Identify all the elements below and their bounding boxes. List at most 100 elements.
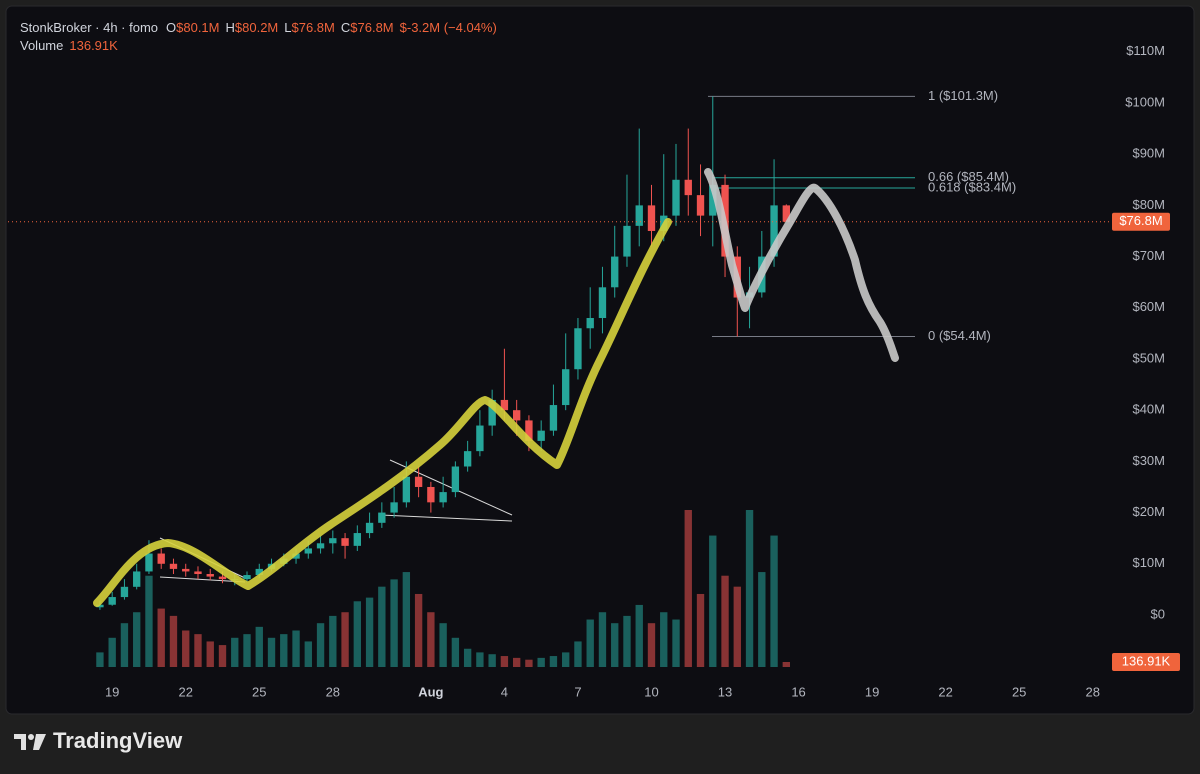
volume-bar — [145, 575, 153, 667]
candle-body — [537, 430, 545, 441]
last-volume-box — [1112, 653, 1180, 671]
symbol: StonkBroker · 4h · fomo — [20, 20, 158, 35]
volume-bar — [329, 615, 337, 667]
candle-body — [304, 548, 312, 554]
candle-body — [647, 205, 656, 231]
x-tick-label: 25 — [1012, 684, 1026, 699]
volume-bar — [108, 637, 116, 667]
ohlc-value: $80.1M — [176, 20, 219, 35]
candle-body — [329, 538, 337, 544]
fib-label: 1 ($101.3M) — [928, 88, 998, 103]
volume-bar — [525, 659, 533, 667]
ohlc-value: $76.8M — [292, 20, 335, 35]
volume-bar — [316, 623, 325, 667]
candle-body — [684, 179, 692, 196]
y-tick-label: $40M — [1132, 402, 1165, 417]
volume-bar — [96, 652, 104, 667]
volume-bar — [427, 612, 435, 667]
freehand-drawing — [93, 218, 672, 607]
volume-bar — [696, 593, 705, 667]
y-tick-label: $50M — [1132, 350, 1165, 365]
y-tick-label: $60M — [1132, 299, 1165, 314]
y-tick-label: $90M — [1132, 146, 1165, 161]
volume-bar — [647, 623, 656, 667]
x-tick-label: Aug — [418, 684, 443, 699]
candle-body — [255, 568, 263, 576]
volume-bar — [512, 657, 521, 667]
last-volume-label: 136.91K — [1122, 653, 1171, 668]
ohlc-key: O — [166, 20, 176, 35]
volume-bar — [770, 535, 778, 667]
volume-bar — [709, 535, 717, 667]
volume-bar — [635, 604, 643, 667]
x-tick-label: 13 — [718, 684, 732, 699]
candle-body — [402, 476, 411, 503]
candle-body — [316, 543, 325, 549]
y-tick-label: $100M — [1125, 94, 1165, 109]
volume-bar — [758, 572, 766, 667]
candle-body — [574, 328, 582, 370]
volume-bar — [267, 637, 276, 667]
freehand-drawing — [704, 168, 899, 362]
trend-line — [379, 514, 513, 522]
y-tick-label: $80M — [1132, 197, 1165, 212]
candle-body — [439, 492, 447, 503]
logo-shape — [28, 734, 34, 740]
footer — [0, 718, 1200, 774]
candle-body — [182, 568, 190, 572]
volume-bar — [611, 623, 619, 667]
volume-bar — [598, 612, 607, 667]
volume-bar — [562, 652, 570, 667]
change: $-3.2M (−4.04%) — [400, 20, 497, 35]
candle-body — [378, 512, 386, 523]
y-tick-label: $70M — [1132, 248, 1165, 263]
volume-bar — [218, 645, 227, 667]
candle-body — [512, 410, 521, 421]
volume-bar — [231, 637, 239, 667]
volume-bar — [549, 656, 558, 667]
chart-header: StonkBroker · 4h · fomo O$80.1M H$80.2M L$7… — [20, 20, 497, 35]
candle-body — [206, 574, 214, 577]
candle-body — [414, 476, 423, 487]
volume-bar — [133, 612, 141, 667]
x-tick-label: 7 — [574, 684, 581, 699]
x-tick-label: 25 — [252, 684, 266, 699]
candle-body — [709, 184, 717, 216]
candle-body — [611, 256, 619, 288]
volume-bar — [500, 656, 509, 667]
y-tick-label: $30M — [1132, 453, 1165, 468]
candle-body — [598, 287, 607, 319]
ohlc: O$80.1M H$80.2M L$76.8M C$76.8M — [166, 20, 394, 35]
plot: $110M $100M $90M $80M $70M $60M $50M $40M $30M $2… — [8, 43, 1180, 699]
y-tick-label: $10M — [1132, 555, 1165, 570]
volume-value: 136.91K — [69, 38, 118, 53]
volume-bar — [672, 619, 680, 667]
candle-body — [157, 553, 165, 564]
candle-body — [341, 538, 349, 546]
volume-bar — [476, 652, 484, 667]
volume-bar — [782, 662, 790, 667]
x-tick-label: 4 — [501, 684, 508, 699]
candle-body — [133, 571, 141, 587]
ohlc-key: L — [284, 20, 291, 35]
candle-body — [488, 399, 496, 426]
ohlc-value: $76.8M — [350, 20, 393, 35]
volume-bar — [365, 597, 374, 667]
logo-shape — [14, 734, 26, 750]
volume-bar — [182, 630, 190, 667]
volume-bar — [537, 657, 545, 667]
y-tick-label: $0 — [1151, 606, 1165, 621]
volume-bar — [378, 586, 386, 667]
volume-bar — [684, 510, 692, 667]
x-tick-label: 28 — [326, 684, 340, 699]
candle-body — [770, 205, 778, 257]
candle-body — [525, 420, 533, 441]
candle-body — [108, 597, 116, 605]
candle-body — [782, 205, 790, 222]
volume-bar — [243, 634, 251, 667]
logo-shape — [33, 734, 46, 750]
last-price-box — [1112, 212, 1170, 231]
ohlc-value: $80.2M — [235, 20, 278, 35]
candle-body — [549, 405, 558, 431]
